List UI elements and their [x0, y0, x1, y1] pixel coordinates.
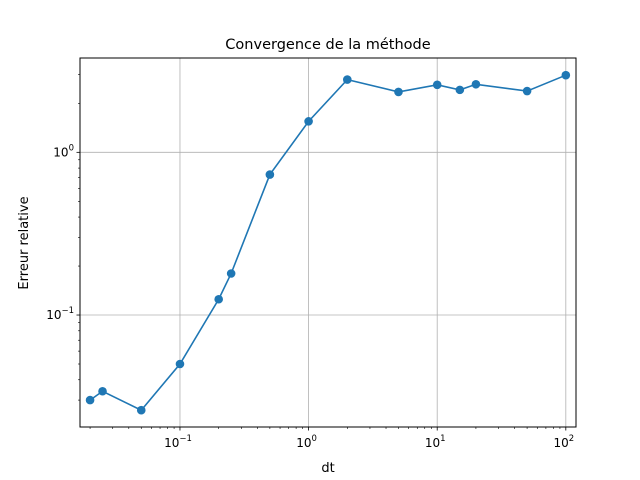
data-point	[175, 359, 185, 369]
data-point	[455, 85, 465, 95]
data-point	[226, 269, 236, 278]
data-point	[265, 170, 275, 179]
y-axis-label: Erreur relative	[17, 196, 32, 289]
data-point	[343, 75, 352, 84]
data-point	[522, 86, 532, 96]
x-axis-label: dt	[321, 461, 334, 476]
data-point	[304, 117, 313, 126]
series-layer	[85, 70, 571, 415]
data-point	[98, 386, 107, 396]
data-point	[85, 395, 95, 405]
chart-title: Convergence de la méthode	[225, 37, 430, 53]
data-point	[214, 294, 223, 304]
data-point	[136, 405, 146, 415]
data-point	[471, 79, 481, 89]
data-point	[432, 80, 442, 90]
data-point	[394, 87, 403, 97]
plot-area-frame	[79, 57, 577, 428]
data-point	[561, 70, 571, 80]
